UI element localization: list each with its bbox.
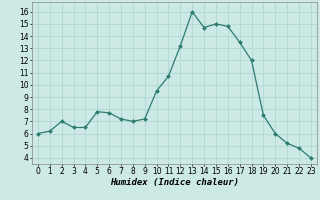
- X-axis label: Humidex (Indice chaleur): Humidex (Indice chaleur): [110, 178, 239, 187]
